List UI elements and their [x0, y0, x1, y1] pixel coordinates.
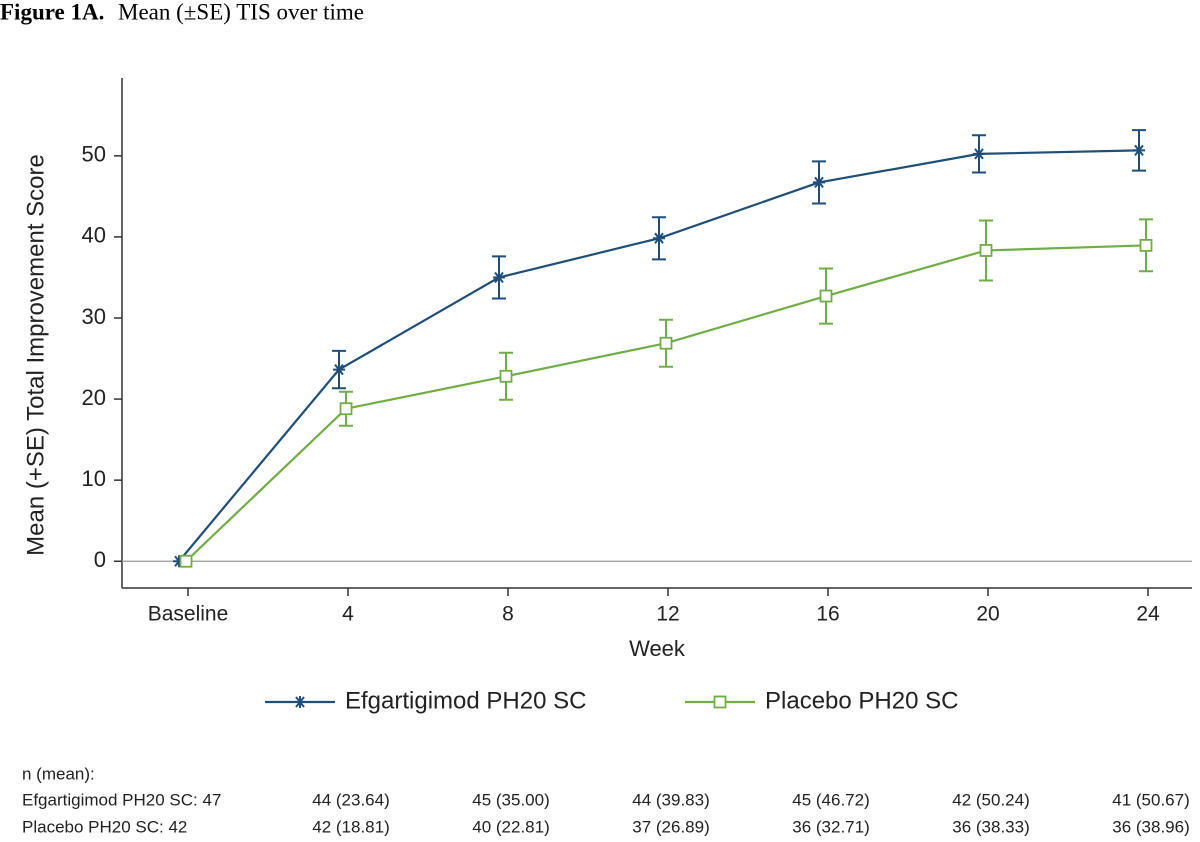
table-cell: 45 (35.00): [472, 790, 550, 809]
table-cell: 36 (38.33): [952, 817, 1030, 836]
table-cell: 36 (32.71): [792, 817, 870, 836]
x-tick-label: 4: [342, 603, 354, 626]
table-heading: n (mean):: [22, 764, 95, 783]
chart-title: Mean (±SE) TIS over time: [118, 0, 364, 24]
x-tick-label: 16: [816, 603, 839, 626]
marker-asterisk: [333, 363, 345, 376]
y-tick-label: 30: [82, 304, 106, 329]
marker-square: [339, 402, 353, 416]
table-cell: 45 (46.72): [792, 790, 870, 809]
figure-label: Figure 1A.: [0, 0, 104, 24]
marker-asterisk: [294, 696, 306, 708]
marker-square: [979, 244, 993, 257]
marker-square: [713, 695, 727, 709]
legend-label: Placebo PH20 SC: [765, 687, 958, 714]
y-tick-label: 40: [82, 223, 106, 248]
series-line: [178, 149, 1140, 562]
series-line: [185, 244, 1147, 563]
table-cell: 40 (22.81): [472, 817, 550, 836]
table-cell: 36 (38.96): [1112, 817, 1190, 836]
table-cell: 42 (18.81): [312, 817, 390, 836]
marker-asterisk: [973, 147, 985, 160]
table-row-label: Placebo PH20 SC: 42: [22, 817, 187, 836]
y-tick-label: 20: [82, 385, 106, 410]
x-tick-label: 24: [1136, 603, 1160, 626]
marker-square: [819, 289, 833, 303]
marker-asterisk: [173, 555, 185, 568]
x-axis-label: Week: [629, 636, 686, 661]
table-cell: 37 (26.89): [632, 817, 710, 836]
table-cell: 42 (50.24): [952, 790, 1030, 809]
marker-square: [1139, 238, 1153, 252]
marker-square: [179, 554, 193, 568]
marker-square: [659, 336, 673, 350]
table-cell: 41 (50.67): [1112, 790, 1190, 809]
x-tick-label: 8: [502, 603, 514, 626]
marker-asterisk: [813, 176, 825, 189]
table-cell: 44 (23.64): [312, 790, 390, 809]
marker-square: [499, 369, 513, 383]
marker-asterisk: [1133, 144, 1145, 157]
table-cell: 44 (39.83): [632, 790, 710, 809]
y-tick-label: 0: [94, 547, 106, 572]
y-tick-label: 10: [82, 466, 106, 491]
y-axis-label: Mean (+SE) Total Improvement Score: [22, 154, 49, 556]
table-row-label: Efgartigimod PH20 SC: 47: [22, 790, 221, 809]
marker-asterisk: [653, 232, 665, 245]
x-tick-label: 12: [656, 603, 679, 626]
x-tick-label: 20: [976, 603, 999, 626]
legend-label: Efgartigimod PH20 SC: [345, 687, 586, 714]
y-tick-label: 50: [82, 142, 106, 167]
marker-asterisk: [493, 271, 505, 284]
x-tick-label: Baseline: [148, 603, 229, 626]
